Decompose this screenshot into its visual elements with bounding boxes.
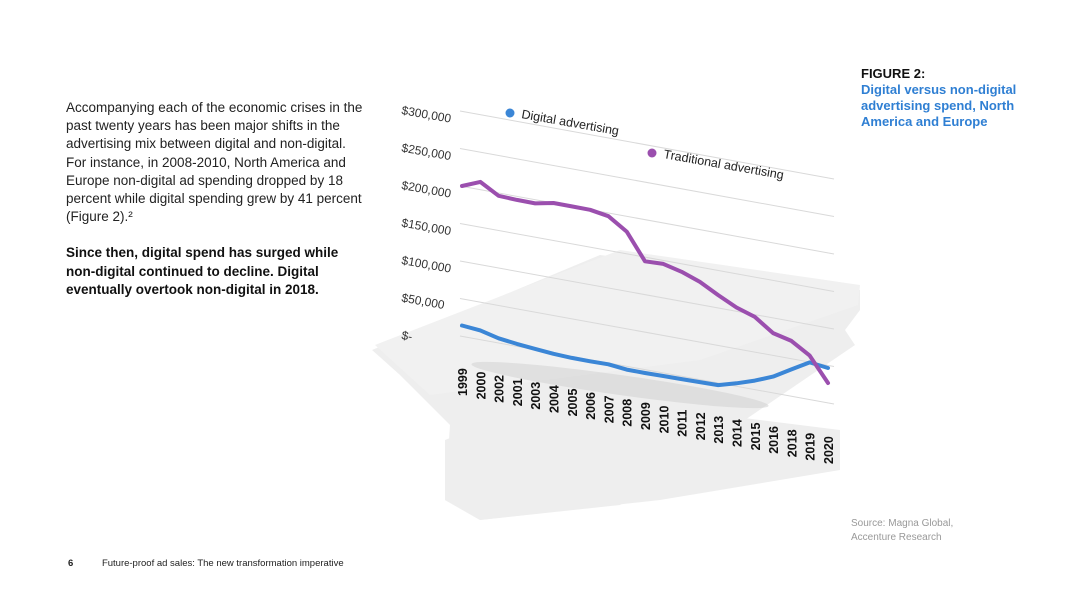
source-line-1: Source: Magna Global, (851, 518, 954, 529)
gridline (459, 185, 835, 255)
body-text: Accompanying each of the economic crises… (66, 99, 366, 317)
figure-title: Digital versus non-digital advertising s… (861, 82, 1017, 129)
x-axis-ticks: 1999 2000 2002 2001 2003 2004 2005 2006 2007 2008… (456, 368, 836, 464)
figure-caption: FIGURE 2: Digital versus non-digital adv… (861, 66, 1031, 130)
floor-upper-panel (375, 250, 860, 395)
y-tick-label: $200,000 (400, 178, 452, 201)
gridline (459, 298, 835, 367)
x-tick-label: 2004 (548, 385, 562, 413)
x-tick-label: 2020 (822, 436, 836, 464)
legend-swatch (647, 148, 657, 158)
legend-label: Traditional advertising (662, 147, 784, 182)
page-number: 6 (68, 558, 74, 569)
legend-swatch (505, 108, 515, 118)
x-tick-label: 2009 (639, 402, 653, 430)
x-tick-label: 2019 (804, 433, 818, 461)
gridline (459, 260, 835, 330)
x-tick-label: 2001 (511, 378, 525, 406)
chart-floor (372, 250, 860, 520)
y-tick-label: $300,000 (400, 103, 452, 126)
x-tick-label: 2006 (584, 392, 598, 420)
y-tick-label: $150,000 (400, 216, 452, 239)
x-tick-label: 2000 (474, 372, 488, 400)
y-tick-label: $- (400, 328, 413, 344)
floor-lower-panel (445, 395, 840, 520)
gridline (459, 148, 835, 217)
y-tick-label: $250,000 (400, 141, 452, 164)
intro-paragraph: Accompanying each of the economic crises… (66, 100, 363, 225)
gridlines (459, 110, 835, 405)
summary-paragraph: Since then, digital spend has surged whi… (66, 245, 339, 297)
x-tick-label: 2014 (731, 419, 745, 447)
page-footer: 6 Future-proof ad sales: The new transfo… (68, 558, 344, 569)
x-tick-label: 2011 (676, 410, 690, 437)
x-tick-label: 1999 (456, 368, 470, 396)
y-axis-ticks: $- $50,000 $100,000 $150,000 $200,000 $250,00… (400, 103, 452, 344)
floor-shadow (471, 361, 769, 409)
x-tick-label: 2018 (785, 429, 799, 457)
x-tick-label: 2003 (529, 382, 543, 410)
figure-label: FIGURE 2: (861, 66, 926, 81)
y-tick-label: $50,000 (400, 291, 445, 312)
x-tick-label: 2005 (566, 389, 580, 417)
source-note: Source: Magna Global, Accenture Research (851, 517, 953, 545)
gridline (459, 223, 835, 292)
x-tick-label: 2007 (602, 395, 616, 423)
x-tick-label: 2016 (767, 426, 781, 454)
x-tick-label: 2008 (621, 399, 635, 427)
x-tick-label: 2015 (749, 423, 763, 451)
x-tick-label: 2012 (694, 412, 708, 440)
x-tick-label: 2013 (712, 416, 726, 444)
document-title: Future-proof ad sales: The new transform… (101, 558, 344, 569)
x-tick-label: 2002 (493, 375, 507, 403)
series-line-digital (460, 323, 830, 388)
x-tick-label: 2010 (657, 406, 671, 434)
gridline (459, 110, 835, 180)
source-line-2: Accenture Research (851, 532, 942, 543)
legend-label: Digital advertising (520, 107, 620, 138)
series-line-traditional (460, 179, 830, 385)
y-tick-label: $100,000 (400, 253, 452, 276)
series-lines (460, 179, 830, 388)
